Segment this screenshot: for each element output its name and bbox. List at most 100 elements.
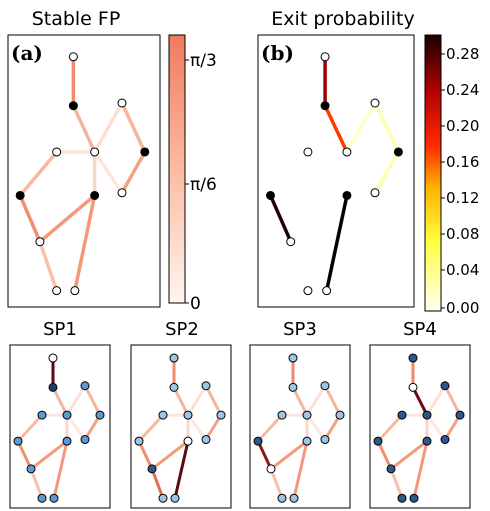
network-edge <box>323 413 342 442</box>
network-node <box>322 286 332 296</box>
network-edge <box>29 439 69 471</box>
network-node <box>147 464 157 474</box>
network-edge <box>292 439 309 500</box>
network-node <box>26 464 36 474</box>
network-edge <box>71 103 97 154</box>
network-edge <box>389 467 404 500</box>
panel-b-colorbar-label: 0.04 <box>446 261 479 279</box>
network-node <box>35 237 45 247</box>
network-node <box>158 493 168 503</box>
network-edge <box>443 413 462 442</box>
network-node <box>48 382 58 392</box>
network-node <box>13 436 23 446</box>
sp2-frame <box>130 344 232 509</box>
network-node <box>289 493 299 503</box>
network-node <box>320 52 330 62</box>
network-node <box>15 190 25 200</box>
network-node <box>320 381 330 391</box>
panel-b-title: Exit probability <box>271 8 414 30</box>
network-edge <box>38 239 59 293</box>
panel-a-network <box>15 52 150 296</box>
network-edge <box>269 467 284 500</box>
network-node <box>216 410 226 420</box>
network-edge <box>186 384 208 417</box>
network-edge <box>52 439 69 500</box>
panel-b-colorbar-label: 0.12 <box>446 189 479 207</box>
network-node <box>37 410 47 420</box>
panel-a-colorbar <box>168 34 186 304</box>
network-edge <box>18 193 42 244</box>
network-node <box>52 286 62 296</box>
sp1-title: SP1 <box>43 319 77 340</box>
network-edge <box>92 101 124 154</box>
network-node <box>117 98 127 108</box>
panel-a-frame <box>7 34 161 308</box>
network-node <box>302 436 312 446</box>
network-edge <box>425 384 447 417</box>
panel-b-colorbar-label: 0.20 <box>446 117 479 135</box>
panel-b-colorbar-label: 0.16 <box>446 153 479 171</box>
network-node <box>68 52 78 62</box>
network-edge <box>373 101 401 154</box>
network-node <box>134 436 144 446</box>
network-edge <box>305 413 327 442</box>
network-node <box>80 435 90 445</box>
sp3-title: SP3 <box>283 319 317 340</box>
network-edge <box>18 150 59 198</box>
network-node <box>408 382 418 392</box>
network-node <box>288 353 298 363</box>
network-node <box>303 147 313 157</box>
network-edge <box>376 413 404 443</box>
panel-b-colorbar-ticks <box>441 53 445 309</box>
network-node <box>335 410 345 420</box>
sp4-title: SP4 <box>403 319 437 340</box>
sp2-network <box>134 353 226 503</box>
panel-b-colorbar-label: 0.00 <box>446 299 479 317</box>
network-node <box>90 147 100 157</box>
network-node <box>408 353 418 363</box>
network-edge <box>305 384 327 417</box>
panel-a: Stable FP (a) π/3 π/6 0 <box>7 8 217 314</box>
network-node <box>303 286 313 296</box>
network-edge <box>324 193 349 293</box>
network-node <box>62 410 72 420</box>
network-node <box>393 147 403 157</box>
network-node <box>342 147 352 157</box>
sp3-network <box>253 353 345 503</box>
network-node <box>158 410 168 420</box>
network-node <box>266 464 276 474</box>
network-node <box>90 190 100 200</box>
network-node <box>302 410 312 420</box>
panel-b-colorbar <box>424 34 442 312</box>
network-edge <box>65 413 87 442</box>
network-edge <box>92 150 124 195</box>
network-edge <box>16 413 44 443</box>
network-edge <box>73 193 97 293</box>
panel-a-letter: (a) <box>11 41 43 65</box>
network-node <box>320 101 330 111</box>
small-panel-sp4: SP4 <box>369 319 471 509</box>
network-node <box>373 436 383 446</box>
network-node <box>320 435 330 445</box>
network-node <box>80 381 90 391</box>
panel-b-colorbar-label: 0.08 <box>446 225 479 243</box>
network-node <box>397 493 407 503</box>
network-node <box>422 436 432 446</box>
network-edge <box>16 439 33 471</box>
network-node <box>52 147 62 157</box>
network-edge <box>137 413 165 443</box>
network-edge <box>256 413 284 443</box>
network-node <box>277 410 287 420</box>
network-node <box>49 493 59 503</box>
sp1-frame <box>9 344 111 509</box>
network-edge <box>150 467 165 500</box>
network-edge <box>323 103 349 154</box>
network-edge <box>65 384 87 417</box>
network-node <box>370 188 380 198</box>
sp3-frame <box>249 344 351 509</box>
network-edge <box>51 385 69 417</box>
panel-b-network <box>265 52 403 296</box>
network-edge <box>204 413 223 442</box>
network-node <box>409 493 419 503</box>
network-node <box>440 435 450 445</box>
